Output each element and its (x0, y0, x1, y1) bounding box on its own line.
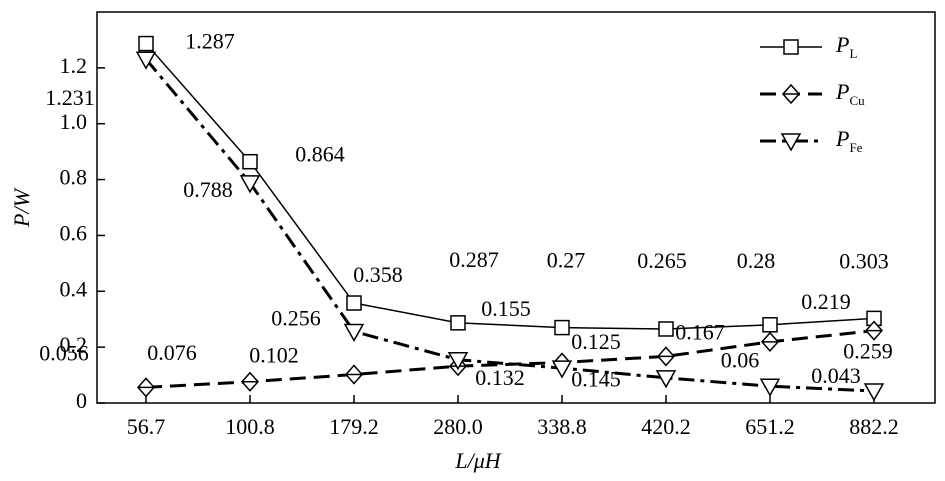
marker (863, 383, 885, 402)
data-label: 0.303 (839, 248, 889, 273)
legend-symbol: P (835, 32, 849, 57)
marker (346, 295, 362, 311)
x-tick-label: 338.8 (537, 414, 587, 439)
data-label: 0.167 (675, 319, 725, 344)
marker (759, 378, 781, 397)
y-tick-label: 0.6 (60, 220, 88, 245)
legend-label: PFe (835, 126, 863, 155)
data-label: 0.265 (637, 248, 687, 273)
marker (658, 321, 674, 337)
x-tick-label: 280.0 (433, 414, 483, 439)
data-label: 0.259 (843, 339, 893, 364)
marker (136, 377, 156, 398)
marker (783, 39, 799, 55)
legend-symbol: P (835, 79, 849, 104)
marker (760, 331, 780, 352)
data-label: 0.219 (801, 289, 851, 314)
marker (240, 371, 260, 392)
data-label: 0.132 (475, 365, 525, 390)
marker (242, 153, 258, 170)
y-tick-label: 1.2 (60, 53, 88, 78)
x-tick-label: 882.2 (849, 414, 899, 439)
legend-symbol: P (835, 126, 849, 151)
legend-subscript: Fe (849, 140, 862, 155)
data-label: 0.864 (295, 142, 345, 167)
marker (344, 364, 364, 385)
marker (343, 323, 365, 343)
legend-subscript: L (849, 46, 857, 61)
legend-subscript: Cu (849, 93, 865, 108)
marker (656, 346, 676, 367)
data-label: 0.287 (449, 247, 499, 272)
y-tick-label: 0.4 (60, 276, 88, 301)
data-label: 0.102 (249, 343, 299, 368)
marker (781, 83, 801, 105)
y-tick-label: 0.2 (60, 332, 88, 357)
data-label: 0.358 (353, 262, 403, 287)
marker (138, 35, 154, 52)
marker (655, 370, 677, 389)
data-label: 0.06 (721, 347, 760, 372)
y-tick-label: 1.0 (60, 109, 88, 134)
data-label: 1.287 (185, 29, 235, 54)
series-line (145, 43, 875, 330)
data-label: 0.076 (147, 340, 197, 365)
x-tick-label: 651.2 (745, 414, 795, 439)
x-axis-label: L/μH (454, 448, 501, 473)
y-tick-label: 0 (76, 388, 87, 413)
y-tick-label: 0.8 (60, 165, 88, 190)
plot-frame (96, 11, 936, 404)
marker (780, 133, 802, 152)
data-label: 0.056 (39, 340, 89, 365)
data-label: 0.27 (547, 248, 586, 273)
data-label: 0.788 (183, 177, 233, 202)
marker (551, 360, 573, 379)
marker (554, 319, 570, 336)
series-line (144, 58, 875, 393)
x-tick-label: 420.2 (641, 414, 691, 439)
y-axis-label: P/W (9, 187, 34, 228)
marker (450, 315, 466, 331)
x-tick-label: 100.8 (225, 414, 275, 439)
marker (864, 320, 884, 341)
data-label: 0.155 (481, 296, 531, 321)
data-label: 0.043 (811, 363, 861, 388)
x-tick-label: 56.7 (127, 414, 166, 439)
marker (762, 317, 778, 333)
legend-label: PL (835, 32, 857, 61)
data-label: 0.125 (571, 329, 621, 354)
marker (135, 51, 157, 70)
legend-label: PCu (835, 79, 865, 108)
x-tick-label: 179.2 (329, 414, 379, 439)
data-label: 1.231 (45, 85, 95, 110)
data-label: 0.256 (271, 306, 321, 331)
marker (447, 351, 469, 371)
marker (239, 175, 261, 194)
data-label: 0.28 (737, 248, 776, 273)
